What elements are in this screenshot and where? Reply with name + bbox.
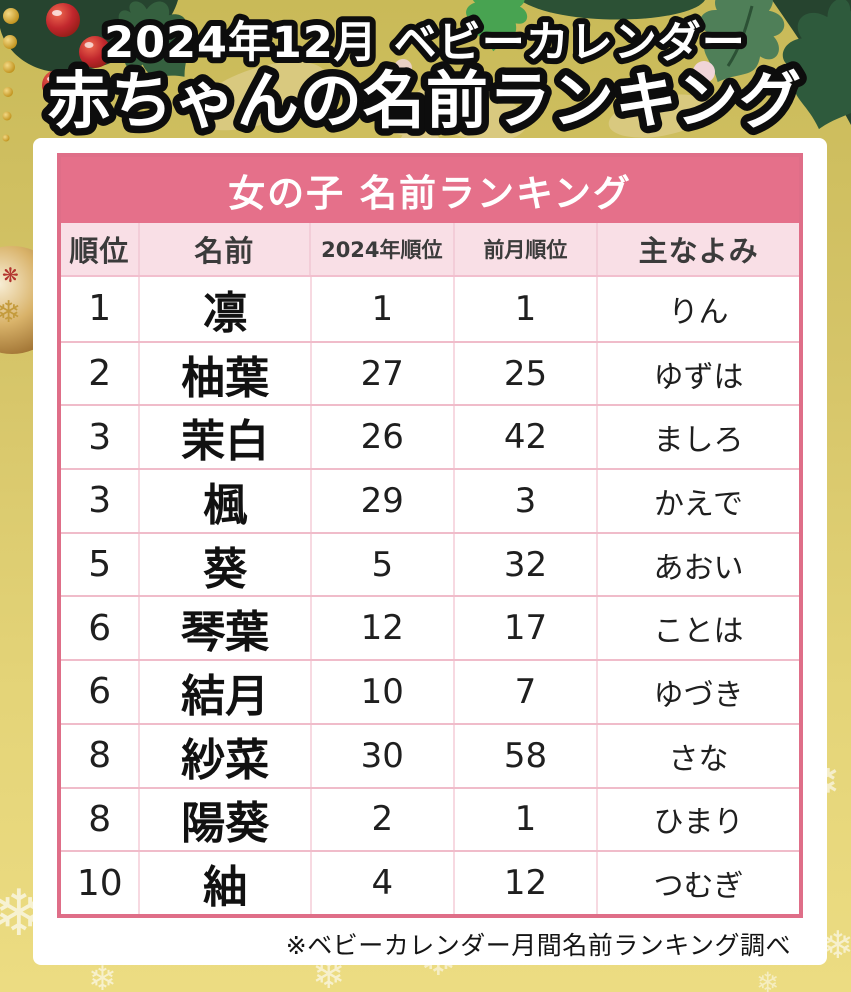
cell-rank: 2 (88, 353, 112, 395)
berry-decoration (42, 3, 111, 100)
cell-reading: かえで (596, 470, 799, 532)
table-row: 3 楓 29 3 かえで (61, 468, 799, 532)
cell-name: 琴葉 (138, 597, 309, 660)
holly-leaf-icon (520, 0, 705, 20)
svg-text:❄: ❄ (756, 966, 779, 992)
cell-2024-rank: 27 (309, 342, 453, 405)
cell-prev-rank: 1 (452, 788, 596, 851)
cell-reading: ひまり (596, 788, 799, 851)
cell-name: 楓 (138, 470, 309, 532)
cell-name: 茉白 (138, 406, 309, 469)
bead-string-decoration (2, 8, 19, 142)
cell-reading: ゆづき (596, 661, 799, 723)
cell-2024-rank: 4 (309, 852, 453, 914)
cell-prev-rank: 17 (452, 597, 596, 660)
cell-reading: さな (596, 724, 799, 787)
cell-prev-rank: 3 (452, 470, 596, 532)
svg-text:❋: ❋ (2, 263, 19, 287)
table-row: 8 紗菜 30 58 さな (61, 722, 799, 787)
cell-prev-rank: 42 (452, 406, 596, 469)
girls-ranking-table: 女の子 名前ランキング 順位 名前 2024年順位 前月順位 主なよみ 1 凛 … (57, 153, 803, 918)
table-header-row: 順位 名前 2024年順位 前月順位 主なよみ (61, 223, 799, 277)
cell-name: 紗菜 (138, 724, 309, 787)
cell-2024-rank: 1 (309, 277, 453, 341)
cell-rank: 6 (88, 607, 112, 649)
cell-rank: 3 (88, 480, 112, 522)
page-header: 2024年12月 ベビーカレンダー 赤ちゃんの名前ランキング (40, 12, 808, 145)
table-row: 2 柚葉 27 25 ゆずは (61, 340, 799, 405)
pink-dot-decoration (394, 59, 412, 77)
leaf-vein (726, 5, 754, 67)
column-header-2024-rank: 2024年順位 (309, 223, 453, 275)
column-header-name: 名前 (137, 223, 309, 275)
column-header-rank: 順位 (69, 234, 130, 268)
cell-reading: りん (596, 277, 799, 341)
table-row: 6 結月 10 7 ゆづき (61, 659, 799, 723)
source-note: ※ベビーカレンダー月間名前ランキング調べ (285, 931, 791, 960)
page-title-line2: 赤ちゃんの名前ランキング (48, 64, 802, 137)
cell-reading: つむぎ (596, 852, 799, 914)
cell-prev-rank: 1 (452, 277, 596, 341)
cell-prev-rank: 58 (452, 724, 596, 787)
cell-prev-rank: 32 (452, 533, 596, 596)
cell-reading: ことは (596, 597, 799, 660)
cell-rank: 8 (88, 798, 112, 840)
cell-2024-rank: 12 (309, 597, 453, 660)
cell-name: 柚葉 (138, 342, 309, 405)
cell-name: 結月 (138, 661, 309, 723)
cell-reading: ましろ (596, 406, 799, 469)
cell-prev-rank: 12 (452, 852, 596, 914)
cell-reading: ゆずは (596, 342, 799, 405)
svg-text:❄: ❄ (0, 295, 21, 330)
table-row: 10 紬 4 12 つむぎ (61, 850, 799, 914)
cell-2024-rank: 5 (309, 533, 453, 596)
cell-name: 葵 (138, 533, 309, 596)
cell-rank: 1 (88, 288, 112, 330)
table-title: 女の子 名前ランキング (61, 157, 799, 223)
cell-rank: 5 (88, 544, 112, 586)
table-body: 1 凛 1 1 りん 2 柚葉 27 25 ゆずは 3 茉白 26 42 ましろ… (61, 277, 799, 914)
column-header-reading: 主なよみ (596, 223, 799, 275)
cell-rank: 8 (88, 735, 112, 777)
page-title-line1: 2024年12月 ベビーカレンダー (104, 18, 746, 68)
table-row: 1 凛 1 1 りん (61, 277, 799, 341)
cell-reading: あおい (596, 533, 799, 596)
table-row: 5 葵 5 32 あおい (61, 531, 799, 596)
cell-name: 凛 (138, 277, 309, 341)
cell-name: 紬 (138, 852, 309, 914)
table-row: 8 陽葵 2 1 ひまり (61, 786, 799, 851)
cell-2024-rank: 2 (309, 788, 453, 851)
table-row: 3 茉白 26 42 ましろ (61, 404, 799, 469)
cell-prev-rank: 25 (452, 342, 596, 405)
tan-leaf-decoration (192, 61, 712, 141)
ranking-card: 女の子 名前ランキング 順位 名前 2024年順位 前月順位 主なよみ 1 凛 … (33, 138, 827, 965)
cell-rank: 6 (88, 671, 112, 713)
column-header-prev-rank: 前月順位 (452, 223, 597, 275)
pink-dot-decoration (693, 61, 715, 83)
cell-2024-rank: 26 (309, 406, 453, 469)
cell-prev-rank: 7 (452, 661, 596, 723)
cell-2024-rank: 30 (309, 724, 453, 787)
cell-rank: 3 (88, 416, 112, 458)
cell-2024-rank: 10 (309, 661, 453, 723)
cell-2024-rank: 29 (309, 470, 453, 532)
cell-name: 陽葵 (138, 788, 309, 851)
cell-rank: 10 (76, 862, 123, 904)
table-row: 6 琴葉 12 17 ことは (61, 595, 799, 660)
